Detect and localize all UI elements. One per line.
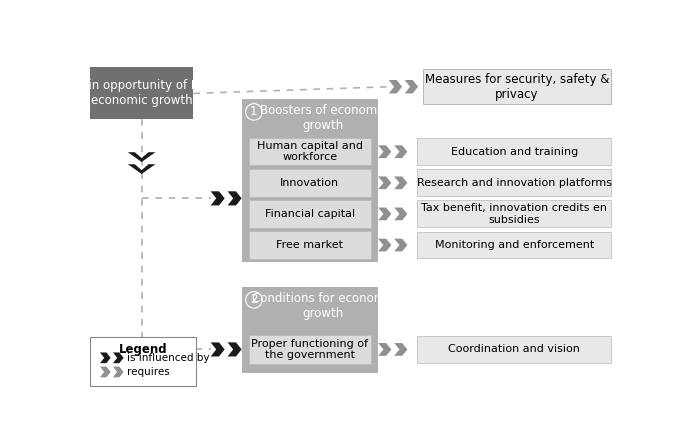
Bar: [249, 231, 371, 259]
Polygon shape: [128, 164, 155, 174]
Text: Coordination and vision: Coordination and vision: [449, 344, 580, 354]
Bar: [249, 200, 371, 228]
Bar: [249, 169, 371, 197]
Polygon shape: [378, 208, 391, 220]
Bar: [249, 335, 371, 364]
Text: Education and training: Education and training: [451, 146, 578, 157]
Bar: [249, 138, 371, 165]
Polygon shape: [378, 177, 391, 189]
Text: Boosters of economic
growth: Boosters of economic growth: [260, 104, 387, 133]
Polygon shape: [113, 367, 123, 377]
Polygon shape: [211, 191, 225, 205]
Text: Human capital and
workforce: Human capital and workforce: [257, 141, 363, 163]
Polygon shape: [378, 343, 391, 356]
Text: Monitoring and enforcement: Monitoring and enforcement: [435, 240, 594, 250]
Polygon shape: [394, 208, 408, 220]
Polygon shape: [128, 152, 155, 162]
Polygon shape: [100, 367, 111, 377]
Bar: [417, 169, 611, 196]
Text: Legend: Legend: [119, 344, 167, 356]
Polygon shape: [389, 80, 402, 93]
Polygon shape: [100, 352, 111, 363]
Polygon shape: [394, 145, 408, 158]
Text: Innovation: Innovation: [280, 178, 340, 188]
Text: Research and innovation platforms: Research and innovation platforms: [416, 178, 612, 188]
Bar: [90, 337, 196, 386]
Text: Proper functioning of
the government: Proper functioning of the government: [251, 339, 369, 360]
Polygon shape: [394, 238, 408, 252]
Text: Main opportunity of IoT:
economic growth: Main opportunity of IoT: economic growth: [71, 79, 212, 107]
Polygon shape: [405, 80, 418, 93]
Bar: [417, 336, 611, 363]
Text: Financial capital: Financial capital: [265, 209, 355, 219]
Text: 2: 2: [250, 293, 258, 307]
Text: is influenced by: is influenced by: [127, 353, 210, 363]
Text: Measures for security, safety &
privacy: Measures for security, safety & privacy: [425, 73, 609, 101]
Bar: [242, 99, 377, 262]
Bar: [423, 69, 611, 104]
Polygon shape: [211, 342, 225, 357]
Polygon shape: [394, 177, 408, 189]
Text: Free market: Free market: [277, 240, 343, 250]
Text: Tax benefit, innovation credits en
subsidies: Tax benefit, innovation credits en subsi…: [421, 203, 608, 225]
Text: 1: 1: [250, 106, 258, 118]
Bar: [417, 201, 611, 227]
Polygon shape: [227, 342, 242, 357]
Polygon shape: [394, 343, 408, 356]
Polygon shape: [378, 238, 391, 252]
Bar: [417, 138, 611, 165]
Text: Conditions for economic
growth: Conditions for economic growth: [251, 293, 395, 320]
Text: requires: requires: [127, 367, 170, 377]
Polygon shape: [113, 352, 123, 363]
Bar: [417, 232, 611, 259]
Bar: [90, 68, 193, 119]
Polygon shape: [378, 145, 391, 158]
Bar: [242, 287, 377, 373]
Polygon shape: [227, 191, 242, 205]
